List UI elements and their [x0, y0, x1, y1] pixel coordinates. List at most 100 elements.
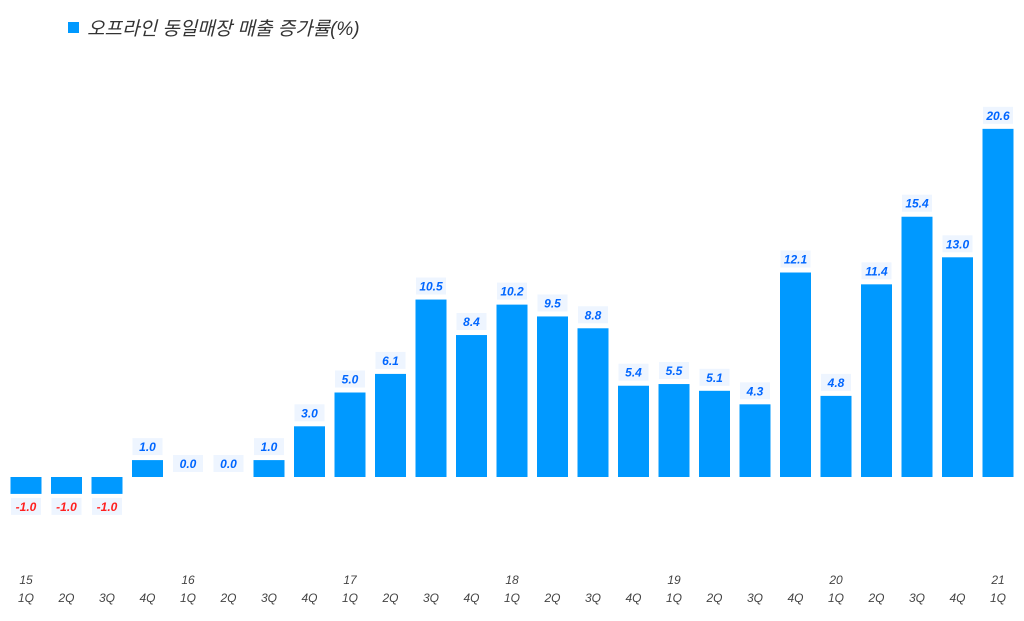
data-label: 15.4	[905, 197, 929, 211]
data-label: 20.6	[985, 109, 1010, 123]
x-year-label: 18	[505, 573, 519, 587]
x-tick-label: 1Q	[828, 591, 844, 605]
bar	[780, 272, 811, 477]
data-label: 4.8	[827, 376, 845, 390]
x-tick-label: 4Q	[787, 591, 803, 605]
data-label-bg	[254, 438, 284, 456]
data-label-bg	[456, 313, 487, 331]
x-tick-label: 1Q	[504, 591, 520, 605]
data-label-bg	[335, 370, 365, 388]
data-label-bg	[902, 194, 932, 212]
data-label: 8.4	[463, 315, 480, 329]
data-label-bg	[375, 351, 406, 369]
data-label-bg	[51, 497, 82, 515]
bar	[51, 477, 82, 494]
legend-label: 오프라인 동일매장 매출 증가률(%)	[87, 19, 360, 40]
data-label-bg	[92, 497, 122, 515]
x-year-label: 17	[343, 573, 358, 587]
data-label: -1.0	[16, 500, 37, 514]
bar	[415, 299, 447, 477]
x-tick-label: 2Q	[219, 591, 236, 605]
bar	[901, 216, 933, 478]
data-label-bg	[416, 277, 446, 295]
x-tick-label: 4Q	[625, 591, 641, 605]
x-year-label: 19	[667, 573, 681, 587]
bar	[537, 316, 568, 477]
bar	[618, 385, 649, 477]
bar	[496, 304, 528, 477]
data-label: 5.1	[706, 371, 723, 385]
x-tick-label: 4Q	[139, 591, 155, 605]
x-tick-label: 2Q	[57, 591, 74, 605]
data-label-bg	[699, 368, 730, 386]
bar	[577, 328, 609, 477]
bar	[456, 335, 487, 477]
data-label: 5.0	[342, 373, 359, 387]
bar	[982, 128, 1014, 478]
data-label: 8.8	[585, 308, 602, 322]
data-label: 5.5	[666, 364, 683, 378]
bar	[942, 257, 973, 477]
data-label-bg	[173, 455, 203, 472]
x-tick-label: 2Q	[381, 591, 398, 605]
bar	[739, 404, 771, 477]
x-tick-label: 3Q	[909, 591, 925, 605]
data-label: -1.0	[56, 500, 77, 514]
data-label: 6.1	[382, 354, 399, 368]
data-label-bg	[780, 250, 811, 268]
data-label: 4.3	[746, 384, 764, 398]
bar	[375, 373, 406, 477]
data-label: 11.4	[865, 264, 888, 278]
data-label-bg	[861, 262, 892, 280]
x-tick-label: 3Q	[585, 591, 601, 605]
x-tick-label: 3Q	[261, 591, 277, 605]
data-label: -1.0	[97, 500, 118, 514]
x-year-label: 16	[181, 573, 195, 587]
x-tick-label: 3Q	[99, 591, 115, 605]
x-tick-label: 3Q	[423, 591, 439, 605]
data-label: 12.1	[784, 253, 808, 267]
bar	[10, 477, 42, 494]
data-label: 1.0	[261, 440, 278, 454]
bar	[294, 426, 325, 477]
data-label-bg	[294, 404, 325, 422]
x-tick-label: 2Q	[705, 591, 722, 605]
x-tick-label: 4Q	[949, 591, 965, 605]
data-label-bg	[740, 382, 770, 400]
data-label: 0.0	[180, 457, 197, 471]
data-label-bg	[983, 106, 1013, 124]
x-tick-label: 3Q	[747, 591, 763, 605]
data-label-bg	[11, 497, 41, 515]
bar	[334, 392, 366, 477]
legend-swatch	[68, 22, 79, 33]
bar	[658, 384, 690, 477]
x-tick-label: 2Q	[543, 591, 560, 605]
data-label-bg	[497, 282, 527, 300]
x-tick-label: 1Q	[180, 591, 196, 605]
bar	[253, 460, 285, 477]
data-label-bg	[821, 373, 851, 391]
bar	[132, 460, 163, 477]
x-tick-label: 1Q	[666, 591, 682, 605]
legend: 오프라인 동일매장 매출 증가률(%)	[68, 14, 360, 41]
x-tick-label: 4Q	[301, 591, 317, 605]
data-label: 9.5	[544, 296, 561, 310]
data-label-bg	[132, 438, 163, 456]
data-label-bg	[578, 306, 608, 324]
x-tick-label: 1Q	[990, 591, 1006, 605]
bar	[699, 390, 730, 477]
data-label: 10.2	[500, 285, 524, 299]
data-label: 10.5	[419, 280, 443, 294]
bar	[91, 477, 123, 494]
x-year-label: 21	[990, 573, 1004, 587]
x-year-label: 15	[19, 573, 33, 587]
data-label: 1.0	[139, 440, 156, 454]
data-label-bg	[618, 363, 649, 381]
data-label: 3.0	[301, 406, 318, 420]
data-label-bg	[659, 362, 689, 380]
data-label: 13.0	[946, 237, 970, 251]
data-label-bg	[537, 294, 568, 312]
x-tick-label: 4Q	[463, 591, 479, 605]
x-tick-label: 1Q	[342, 591, 358, 605]
